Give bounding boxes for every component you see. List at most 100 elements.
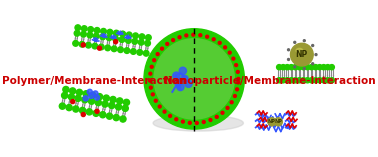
Circle shape (151, 93, 154, 96)
Circle shape (81, 26, 87, 31)
Circle shape (209, 119, 212, 121)
Circle shape (309, 65, 314, 70)
Circle shape (118, 47, 123, 53)
Circle shape (212, 38, 215, 41)
Text: NP: NP (274, 119, 282, 124)
Circle shape (70, 88, 76, 94)
Circle shape (277, 78, 282, 83)
Circle shape (206, 35, 209, 38)
Circle shape (154, 99, 157, 102)
Circle shape (74, 30, 80, 36)
Circle shape (169, 114, 172, 117)
Circle shape (94, 95, 100, 100)
Circle shape (303, 68, 305, 70)
Circle shape (120, 116, 126, 122)
Circle shape (228, 51, 231, 54)
Circle shape (230, 101, 233, 104)
Circle shape (174, 78, 182, 86)
Circle shape (188, 121, 191, 124)
Circle shape (82, 97, 88, 103)
Circle shape (132, 39, 138, 44)
Circle shape (119, 37, 125, 42)
Circle shape (313, 65, 318, 70)
Circle shape (280, 65, 286, 70)
Circle shape (125, 38, 131, 43)
Circle shape (274, 118, 282, 126)
Circle shape (62, 92, 68, 99)
Circle shape (195, 122, 198, 125)
Circle shape (113, 114, 119, 121)
Circle shape (83, 91, 89, 97)
Circle shape (149, 86, 152, 89)
Circle shape (63, 87, 69, 93)
Circle shape (124, 48, 130, 53)
Circle shape (199, 34, 202, 37)
Circle shape (288, 49, 290, 51)
Circle shape (221, 111, 224, 114)
Circle shape (68, 94, 74, 100)
Circle shape (107, 29, 113, 35)
Circle shape (285, 78, 290, 83)
Circle shape (111, 46, 117, 52)
Circle shape (156, 53, 159, 56)
Circle shape (285, 65, 290, 70)
Circle shape (133, 33, 138, 39)
Circle shape (235, 64, 238, 67)
Circle shape (280, 78, 286, 83)
Circle shape (137, 50, 143, 55)
Ellipse shape (296, 48, 303, 53)
Circle shape (232, 57, 235, 60)
Circle shape (93, 33, 99, 39)
Circle shape (93, 91, 98, 96)
Circle shape (317, 78, 322, 83)
Circle shape (146, 35, 151, 40)
Circle shape (185, 80, 192, 87)
Circle shape (166, 42, 169, 45)
Circle shape (144, 29, 244, 129)
Circle shape (59, 103, 65, 109)
Circle shape (293, 65, 298, 70)
Circle shape (83, 96, 88, 101)
Circle shape (172, 39, 175, 42)
Text: Polymer/Membrane-Interaction: Polymer/Membrane-Interaction (2, 76, 186, 86)
Circle shape (75, 95, 81, 101)
Circle shape (305, 65, 310, 70)
Circle shape (289, 65, 294, 70)
Circle shape (317, 65, 322, 70)
Circle shape (95, 109, 99, 113)
Circle shape (102, 101, 108, 107)
Circle shape (71, 100, 75, 104)
Circle shape (301, 65, 306, 70)
Circle shape (294, 66, 296, 68)
Circle shape (325, 78, 330, 83)
Circle shape (98, 46, 101, 50)
Circle shape (177, 83, 184, 91)
Circle shape (139, 34, 145, 40)
Circle shape (87, 32, 93, 38)
Circle shape (89, 93, 94, 98)
Circle shape (181, 120, 184, 123)
Circle shape (113, 30, 119, 36)
Circle shape (289, 78, 294, 83)
Circle shape (143, 50, 149, 56)
Circle shape (202, 121, 205, 123)
Circle shape (105, 45, 110, 51)
Circle shape (303, 40, 305, 42)
Circle shape (224, 46, 226, 49)
Circle shape (313, 78, 318, 83)
Circle shape (101, 28, 106, 34)
Circle shape (150, 65, 153, 68)
Circle shape (329, 78, 335, 83)
Circle shape (163, 110, 166, 113)
Circle shape (237, 77, 240, 80)
Circle shape (181, 75, 188, 83)
Circle shape (158, 105, 161, 108)
Circle shape (154, 39, 234, 119)
Circle shape (113, 36, 118, 41)
Circle shape (122, 105, 128, 111)
Circle shape (93, 110, 99, 116)
Circle shape (109, 102, 115, 108)
Circle shape (297, 65, 302, 70)
Circle shape (94, 27, 100, 33)
Circle shape (301, 78, 306, 83)
